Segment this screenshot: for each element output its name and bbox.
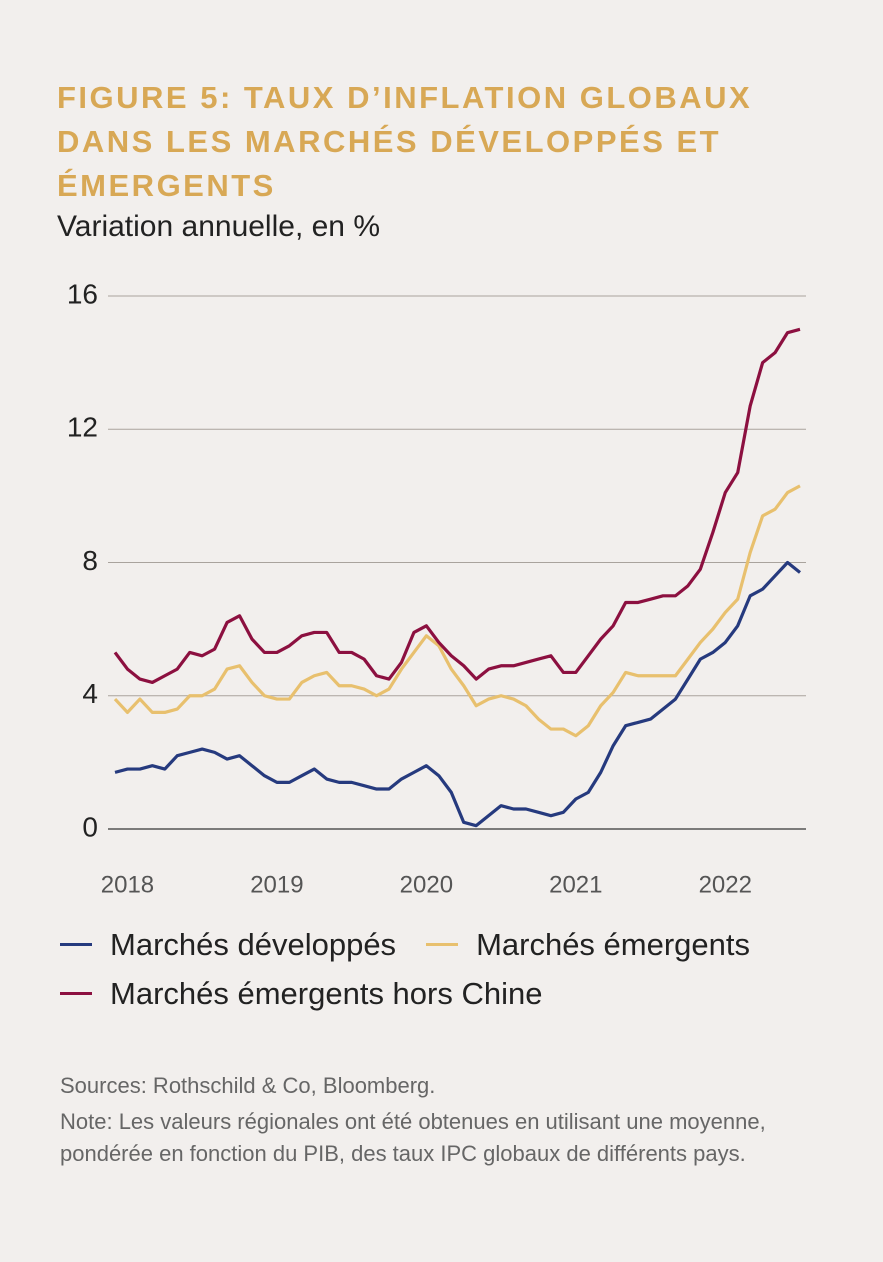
x-tick-label: 2018 — [101, 871, 154, 898]
x-tick-label: 2022 — [699, 871, 752, 898]
y-tick-label: 16 — [67, 278, 98, 309]
chart: 0 4 8 12 16 2018 2019 2020 2021 2022 — [67, 278, 806, 898]
y-tick-label: 4 — [82, 678, 98, 709]
sources: Sources: Rothschild & Co, Bloomberg. — [60, 1073, 436, 1098]
x-tick-label: 2021 — [549, 871, 602, 898]
legend-label: Marchés émergents hors Chine — [110, 975, 543, 1011]
legend-label: Marchés émergents — [476, 926, 751, 962]
y-tick-label: 12 — [67, 412, 98, 443]
legend-item: Marchés émergents hors Chine — [60, 971, 542, 1016]
legend-swatch — [60, 943, 92, 946]
y-tick-label: 0 — [82, 811, 98, 842]
legend-item: Marchés développés — [60, 922, 396, 967]
legend-swatch — [60, 992, 92, 995]
chart-subtitle: Variation annuelle, en % — [57, 210, 380, 243]
legend: Marchés développés Marchés émergents March… — [60, 918, 860, 1016]
legend-swatch — [426, 943, 459, 946]
series-line — [113, 484, 801, 738]
legend-item: Marchés émergents — [426, 922, 750, 967]
legend-label: Marchés développés — [110, 926, 397, 962]
series-line — [114, 560, 802, 828]
x-tick-label: 2019 — [250, 871, 303, 898]
series-line — [113, 327, 801, 685]
chart-title: FIGURE 5: TAUX D’INFLATION GLOBAUX DANS … — [57, 80, 753, 203]
x-tick-label: 2020 — [400, 871, 453, 898]
y-tick-label: 8 — [82, 545, 98, 576]
note: Note: Les valeurs régionales ont été obt… — [60, 1109, 766, 1166]
